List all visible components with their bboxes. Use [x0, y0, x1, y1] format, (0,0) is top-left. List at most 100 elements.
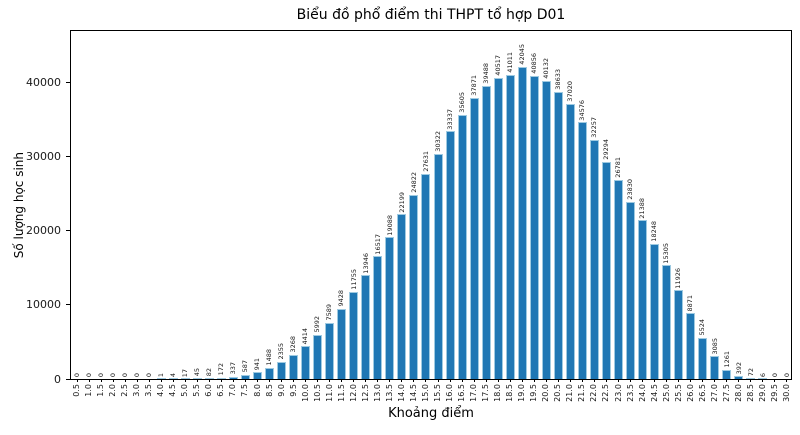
- x-tick-label: 12.5: [360, 384, 370, 402]
- x-tick-label: 0.5: [72, 384, 82, 397]
- bar-value-label: 11926: [674, 267, 683, 289]
- y-axis-label-text: Số lượng học sinh: [12, 151, 26, 259]
- x-tick-label: 12.0: [348, 384, 358, 402]
- x-tick: [329, 379, 331, 382]
- bar: [710, 356, 720, 379]
- bar-value-label: 40856: [530, 52, 539, 74]
- bar: [433, 153, 443, 379]
- bar: [445, 131, 455, 379]
- bar: [481, 85, 491, 379]
- bar: [301, 346, 311, 379]
- bar-value-label: 40517: [493, 55, 502, 77]
- bar-value-label: 19088: [385, 214, 394, 236]
- plot-area: 0 0.5 0 1.0 0 1.5 0 2.0 0 2.5 0 3.0 0 3.5 1 4.0 4 4.5 17 5.…: [26, 30, 792, 402]
- x-tick: [630, 379, 632, 382]
- bar: [517, 66, 527, 379]
- bar-value-label: 13946: [361, 252, 370, 274]
- bar-value-label: 2355: [277, 342, 286, 360]
- bar: [180, 378, 190, 379]
- x-tick: [377, 379, 379, 382]
- x-tick: [317, 379, 319, 382]
- bar: [601, 161, 611, 379]
- x-tick-label: 4.0: [156, 384, 166, 397]
- bar-value-label: 172: [217, 363, 226, 376]
- bar-value-label: 0: [96, 372, 105, 377]
- x-tick-label: 9.5: [288, 384, 298, 397]
- x-tick-label: 7.0: [228, 384, 238, 397]
- bar: [240, 374, 250, 379]
- x-tick-label: 5.5: [192, 384, 202, 397]
- x-tick: [774, 379, 776, 382]
- bar: [204, 378, 214, 379]
- x-tick: [257, 379, 259, 382]
- x-tick: [666, 379, 668, 382]
- bar-value-label: 587: [241, 360, 250, 373]
- x-tick-label: 23.0: [613, 384, 623, 402]
- x-tick-label: 1.5: [96, 384, 106, 397]
- bar-value-label: 33337: [445, 108, 454, 130]
- x-tick: [569, 379, 571, 382]
- bar: [698, 337, 708, 379]
- x-tick-label: 5.0: [180, 384, 190, 397]
- bar: [361, 275, 371, 379]
- x-tick: [341, 379, 343, 382]
- bar: [758, 378, 768, 379]
- bar-value-label: 392: [734, 361, 743, 375]
- x-tick-label: 18.0: [493, 384, 503, 402]
- bar: [313, 334, 323, 379]
- bar-value-label: 1488: [265, 349, 274, 366]
- bar: [662, 265, 672, 379]
- bar-value-label: 0: [72, 372, 81, 377]
- x-tick-label: 2.5: [120, 384, 130, 397]
- bar: [397, 214, 407, 379]
- bar-value-label: 30322: [433, 131, 442, 152]
- y-tick-label: 0: [54, 372, 61, 386]
- x-tick-label: 26.5: [697, 384, 707, 402]
- x-tick: [305, 379, 307, 382]
- bar-value-label: 941: [253, 357, 262, 371]
- x-tick: [148, 379, 150, 382]
- x-tick-label: 15.0: [420, 384, 430, 402]
- x-tick: [726, 379, 728, 382]
- bar-value-label: 0: [770, 372, 779, 377]
- bar: [734, 376, 744, 379]
- x-tick-label: 27.5: [721, 384, 731, 402]
- bar-value-label: 21388: [638, 197, 647, 219]
- x-tick: [353, 379, 355, 382]
- x-tick: [449, 379, 451, 382]
- y-tick: [66, 155, 70, 157]
- x-tick-label: 21.5: [577, 384, 587, 402]
- x-tick-label: 28.5: [745, 384, 755, 402]
- x-tick-label: 3.0: [132, 384, 142, 397]
- bar: [589, 139, 599, 379]
- bar: [156, 378, 166, 379]
- x-tick: [184, 379, 186, 382]
- x-tick: [196, 379, 198, 382]
- x-tick: [124, 379, 126, 382]
- bar-value-label: 39488: [481, 63, 490, 84]
- bar: [650, 243, 660, 379]
- bar: [373, 256, 383, 379]
- bar: [553, 92, 563, 379]
- x-tick: [160, 379, 162, 382]
- bar: [626, 202, 636, 379]
- x-tick-label: 22.0: [589, 384, 599, 402]
- bar-value-label: 82: [205, 368, 214, 377]
- x-tick: [485, 379, 487, 382]
- x-tick: [365, 379, 367, 382]
- x-tick-label: 1.0: [84, 384, 94, 397]
- x-tick-label: 8.5: [264, 384, 274, 397]
- bar-value-label: 0: [84, 372, 93, 377]
- x-tick-label: 30.0: [781, 384, 791, 402]
- bar-value-label: 17: [181, 368, 190, 377]
- bar-value-label: 40132: [542, 58, 551, 80]
- x-tick: [533, 379, 535, 382]
- bar-value-label: 5992: [313, 315, 322, 333]
- bar-value-label: 37020: [566, 81, 575, 103]
- x-tick: [642, 379, 644, 382]
- bar-value-label: 3085: [710, 337, 719, 355]
- bar-value-label: 0: [782, 372, 791, 377]
- x-tick: [425, 379, 427, 382]
- bar-value-label: 9428: [337, 290, 346, 307]
- x-tick: [509, 379, 511, 382]
